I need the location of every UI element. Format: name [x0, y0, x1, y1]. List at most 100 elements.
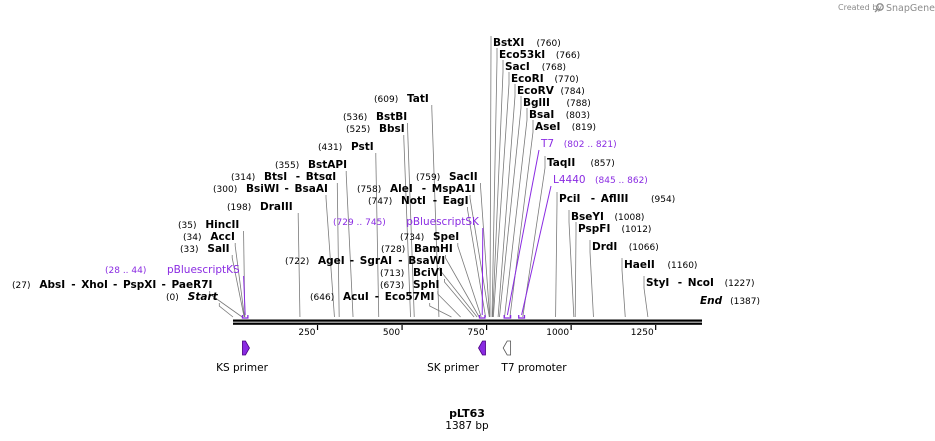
- name-separator: -: [350, 255, 354, 267]
- enzyme-name: BsaWI: [408, 255, 445, 267]
- enzyme-label: DrdI (1066): [592, 241, 659, 253]
- site-position: (431): [318, 143, 342, 153]
- leader-line: [445, 255, 480, 318]
- site-position: (758): [357, 185, 381, 195]
- site-position: (673): [380, 281, 404, 291]
- enzyme-label: EcoRI (770): [511, 73, 579, 85]
- primer-site-label: (729 .. 745) pBluescriptSK: [333, 216, 480, 228]
- primer-leader-line: [243, 275, 246, 316]
- tick-label: 250: [298, 328, 315, 338]
- tick-label: 1000: [546, 328, 569, 338]
- site-position: (770): [555, 75, 579, 85]
- leader-line: [491, 48, 498, 318]
- enzyme-name: BstAPI: [308, 159, 347, 171]
- enzyme-name: Eco57MI: [385, 291, 435, 303]
- site-position: (768): [542, 63, 566, 73]
- site-position: (788): [567, 99, 591, 109]
- site-position: (355): [275, 161, 299, 171]
- enzyme-name: AleI: [390, 183, 413, 195]
- name-separator: -: [398, 255, 402, 267]
- primer-site-name: L4440: [553, 174, 586, 186]
- site-position: (525): [346, 125, 370, 135]
- leader-line: [375, 153, 380, 318]
- enzyme-name: BstBI: [376, 111, 407, 123]
- site-position: (713): [380, 269, 404, 279]
- site-position: (198): [227, 203, 251, 213]
- leader-line: [325, 195, 335, 318]
- enzyme-name: BglII: [523, 97, 550, 109]
- enzyme-name: StyI: [646, 277, 669, 289]
- enzyme-label: HaeII (1160): [624, 259, 697, 271]
- leader-line: [209, 291, 243, 318]
- map-title: pLT63: [449, 407, 485, 420]
- enzyme-name: BsaAI: [295, 183, 328, 195]
- enzyme-label: (34) AccI: [183, 231, 235, 243]
- name-separator: -: [71, 279, 75, 291]
- enzyme-label: (35) HincII: [178, 219, 239, 231]
- name-separator: -: [375, 291, 379, 303]
- enzyme-name: PstI: [351, 141, 374, 153]
- name-separator: -: [113, 279, 117, 291]
- enzyme-label: (355) BstAPI: [275, 159, 347, 171]
- leader-line: [492, 72, 510, 318]
- site-position: (35): [178, 221, 196, 231]
- enzyme-name: AbsI: [39, 279, 65, 291]
- enzyme-label: (525) BbsI: [346, 123, 405, 135]
- enzyme-name: SacI: [505, 61, 530, 73]
- primer-site-label: T7 (802 .. 821): [540, 138, 617, 150]
- enzyme-name: BtsI: [264, 171, 287, 183]
- leader-lines: [209, 36, 649, 318]
- name-separator: -: [285, 183, 289, 195]
- enzyme-label: (0) Start: [166, 291, 219, 303]
- site-labels: (0) Start(27) AbsI - XhoI - PspXI - PaeR7I(33) Sa…: [12, 37, 760, 307]
- enzyme-label: BglII (788): [523, 97, 591, 109]
- enzyme-label: (609) TatI: [374, 93, 429, 105]
- leader-line: [231, 255, 245, 318]
- primer-site-bracket: [518, 315, 526, 319]
- primer-leader-line: [506, 149, 540, 316]
- primer-site-name: pBluescriptKS: [167, 264, 240, 276]
- site-position: (857): [591, 159, 615, 169]
- enzyme-name: PciI: [559, 193, 580, 205]
- enzyme-label: (646) AcuI - Eco57MI: [310, 291, 434, 303]
- leader-line: [497, 84, 516, 318]
- leader-line: [439, 267, 478, 318]
- site-position: (734): [400, 233, 424, 243]
- leader-line: [509, 120, 534, 318]
- enzyme-name: MspA1I: [432, 183, 476, 195]
- enzyme-label: (300) BsiWI - BsaAI: [213, 183, 328, 195]
- enzyme-name: AflIII: [601, 193, 629, 205]
- site-position: (646): [310, 293, 334, 303]
- leader-line: [467, 207, 486, 318]
- leader-line: [444, 279, 475, 318]
- enzyme-name: BsaI: [529, 109, 554, 121]
- enzyme-name: HaeII: [624, 259, 655, 271]
- enzyme-name: TatI: [407, 93, 429, 105]
- enzyme-name: XhoI: [81, 279, 108, 291]
- enzyme-name: AcuI: [343, 291, 369, 303]
- primer-leader-line: [521, 185, 552, 316]
- site-position: (1008): [615, 213, 645, 223]
- feature-arrow: [478, 340, 486, 356]
- map-length: 1387 bp: [445, 420, 489, 432]
- enzyme-label: (747) NotI - EagI: [368, 195, 468, 207]
- feature-label: SK primer: [427, 362, 479, 374]
- enzyme-label: (314) BtsI - BtsαI: [231, 171, 336, 183]
- enzyme-name: DraIII: [260, 201, 293, 213]
- site-position: (784): [561, 87, 585, 97]
- primer-site-bracket: [241, 315, 249, 319]
- primer-site-range: (729 .. 745): [333, 218, 386, 228]
- enzyme-name: TaqII: [547, 157, 575, 169]
- primer-site-bracket: [478, 315, 486, 319]
- tick-label: 500: [383, 328, 400, 338]
- site-position: (536): [343, 113, 367, 123]
- enzyme-label: (759) SacII: [416, 171, 478, 183]
- site-position: (819): [572, 123, 596, 133]
- snapgene-brand: SnapGene: [886, 3, 935, 14]
- enzyme-name: EagI: [443, 195, 469, 207]
- enzyme-label: (673) SphI: [380, 279, 439, 291]
- enzyme-name: EcoRV: [517, 85, 555, 97]
- site-position: (747): [368, 197, 392, 207]
- primer-leader-line: [481, 227, 484, 316]
- leader-line: [574, 222, 577, 318]
